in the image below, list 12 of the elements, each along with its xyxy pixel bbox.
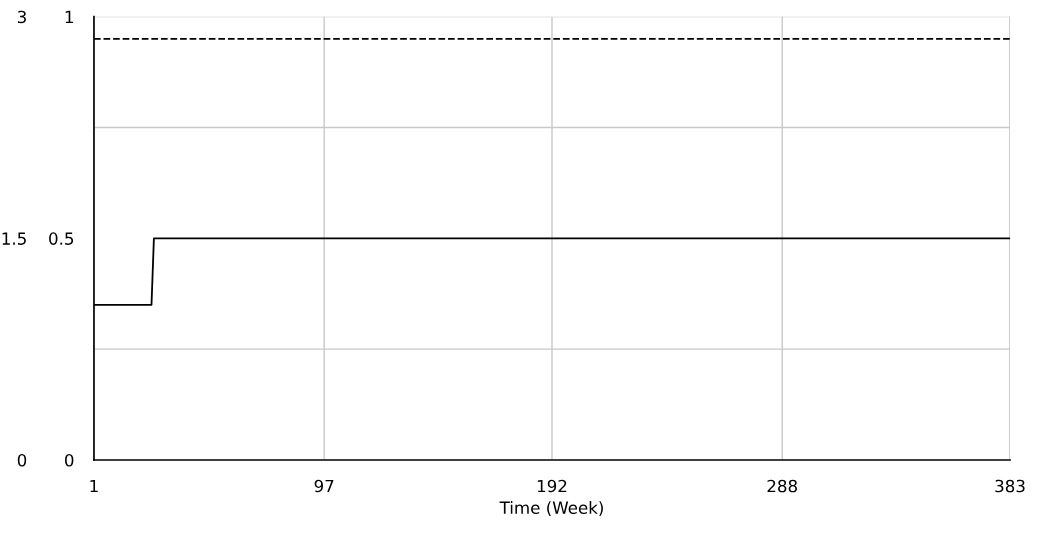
y-tick-label: 0 [65, 453, 74, 467]
y2-tick-label: 3 [17, 10, 26, 24]
x-axis-title: Time (Week) [499, 501, 603, 516]
x-tick-label: 383 [995, 479, 1025, 493]
y2-tick-label: 0 [17, 453, 27, 467]
x-tick-label: 288 [767, 479, 797, 493]
x-tick-label: 97 [314, 479, 334, 493]
y2-tick-label: 1.5 [2, 232, 26, 245]
x-tick-label: 192 [537, 479, 567, 493]
y-tick-label: 0.5 [49, 232, 74, 245]
y-tick-label: 1 [65, 10, 73, 24]
x-tick-label: 1 [90, 479, 98, 493]
